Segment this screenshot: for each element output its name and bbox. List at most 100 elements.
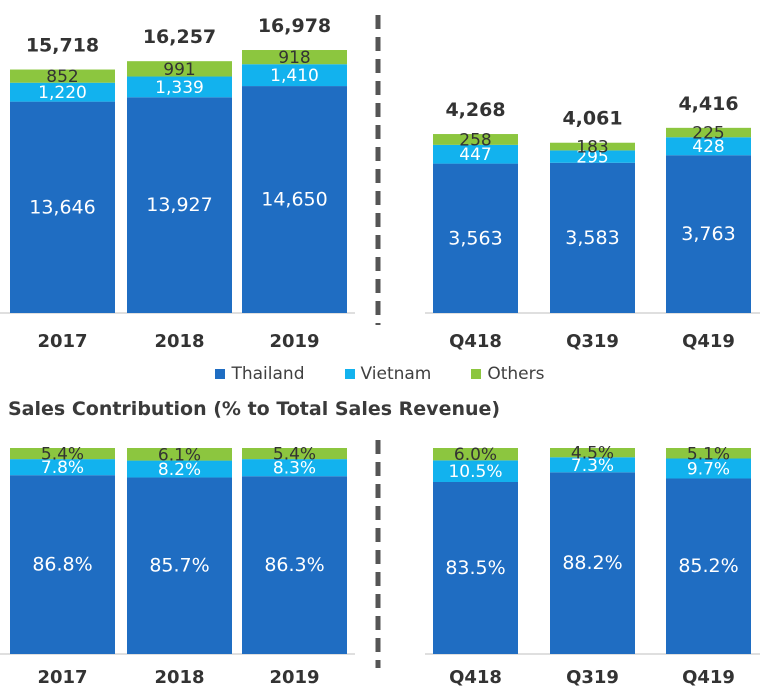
bar-thailand-2017 [10, 101, 115, 313]
category-label-2019: 2019 [269, 331, 319, 352]
bar-vietnam-q418 [433, 460, 518, 482]
bar-others-q319 [550, 142, 635, 151]
data-label-vietnam-q418: 447 [459, 145, 491, 165]
data-label-thailand-2019: 14,650 [261, 189, 327, 211]
bar-others-2019 [242, 50, 347, 65]
data-label-thailand-q418: 3,563 [448, 227, 502, 249]
bar-others-2017 [10, 448, 115, 460]
data-label-others-2018: 6.1% [158, 445, 201, 465]
bar-others-q418 [433, 448, 518, 461]
bar-thailand-2018 [127, 97, 232, 313]
bar-vietnam-2017 [10, 82, 115, 102]
data-label-thailand-2019: 86.3% [264, 554, 324, 576]
bar-thailand-q319 [550, 162, 635, 313]
data-label-others-q319: 183 [576, 138, 608, 158]
category-label-q419: Q419 [682, 331, 735, 352]
data-label-others-q419: 5.1% [687, 444, 730, 464]
bar-others-2017 [10, 69, 115, 83]
bar-others-q319 [550, 448, 635, 458]
bar-vietnam-q419 [666, 137, 751, 156]
data-label-others-q418: 258 [459, 130, 491, 150]
bar-vietnam-q418 [433, 144, 518, 164]
category-label-q418: Q418 [449, 331, 502, 352]
data-label-vietnam-2018: 8.2% [158, 460, 201, 480]
bar-thailand-q418 [433, 163, 518, 313]
chart-panel-4: 83.5% 10.5%6.0% Q418 88.2% 7.3%4.5% Q319 85.2%… [425, 444, 760, 688]
total-label-q319: 4,061 [562, 108, 622, 130]
data-label-vietnam-2017: 1,220 [38, 83, 87, 103]
data-label-thailand-2018: 13,927 [146, 194, 212, 216]
data-label-vietnam-q419: 9.7% [687, 459, 730, 479]
data-label-thailand-q418: 83.5% [445, 557, 505, 579]
data-label-thailand-q419: 85.2% [678, 555, 738, 577]
legend-item-thailand: Thailand [215, 364, 305, 384]
legend-item-vietnam: Vietnam [344, 364, 432, 384]
data-label-vietnam-q319: 295 [576, 148, 608, 168]
bar-thailand-q419 [666, 155, 751, 313]
data-label-vietnam-2019: 8.3% [273, 459, 316, 479]
total-label-q419: 4,416 [678, 93, 738, 115]
section-title: Sales Contribution (% to Total Sales Rev… [8, 398, 501, 420]
data-label-others-q319: 4.5% [571, 444, 614, 464]
bar-thailand-q418 [433, 481, 518, 654]
data-label-vietnam-q319: 7.3% [571, 456, 614, 476]
bar-thailand-q419 [666, 478, 751, 654]
bar-vietnam-2017 [10, 459, 115, 476]
bar-thailand-2019 [242, 86, 347, 313]
bar-others-2018 [127, 448, 232, 461]
bar-vietnam-2019 [242, 64, 347, 87]
data-label-thailand-q319: 88.2% [562, 552, 622, 574]
category-label-2019: 2019 [269, 667, 319, 688]
chart-legend: Thailand Vietnam Others [0, 364, 760, 384]
legend-swatch-vietnam [344, 369, 355, 379]
data-label-thailand-2018: 85.7% [149, 555, 209, 577]
data-label-others-q419: 225 [692, 124, 724, 144]
category-label-2018: 2018 [154, 331, 204, 352]
legend-label-vietnam: Vietnam [360, 364, 432, 384]
category-label-2018: 2018 [154, 667, 204, 688]
bar-others-2018 [127, 61, 232, 77]
bar-others-q419 [666, 127, 751, 138]
data-label-vietnam-2018: 1,339 [155, 78, 204, 98]
data-label-others-2019: 5.4% [273, 445, 316, 465]
category-label-q319: Q319 [566, 331, 619, 352]
bar-vietnam-q419 [666, 458, 751, 479]
data-label-thailand-2017: 86.8% [32, 554, 92, 576]
bar-vietnam-2019 [242, 459, 347, 477]
total-label-q418: 4,268 [445, 99, 505, 121]
bar-vietnam-q319 [550, 457, 635, 473]
legend-label-others: Others [487, 364, 545, 384]
legend-swatch-thailand [215, 369, 226, 379]
category-label-q418: Q418 [449, 667, 502, 688]
legend-label-thailand: Thailand [231, 364, 305, 384]
total-label-2019: 16,978 [258, 15, 331, 37]
legend-item-others: Others [471, 364, 545, 384]
bar-others-q418 [433, 134, 518, 145]
bar-thailand-2018 [127, 477, 232, 654]
data-label-vietnam-q418: 10.5% [448, 462, 502, 482]
category-label-2017: 2017 [37, 331, 87, 352]
bar-thailand-2017 [10, 475, 115, 654]
total-label-2017: 15,718 [26, 35, 99, 57]
data-label-others-2018: 991 [163, 60, 195, 80]
bar-vietnam-2018 [127, 76, 232, 98]
data-label-vietnam-2017: 7.8% [41, 458, 84, 478]
bar-vietnam-q319 [550, 150, 635, 163]
bar-vietnam-2018 [127, 460, 232, 478]
bar-thailand-q319 [550, 472, 635, 654]
legend-swatch-others [471, 369, 482, 379]
total-label-2018: 16,257 [143, 26, 216, 48]
bar-others-2019 [242, 448, 347, 460]
data-label-thailand-q319: 3,583 [565, 227, 619, 249]
category-label-2017: 2017 [37, 667, 87, 688]
data-label-vietnam-q419: 428 [692, 137, 724, 157]
chart-panel-3: 86.8%7.8%5.4%201785.7%8.2%6.1%201886.3%8… [0, 445, 355, 688]
data-label-others-2017: 852 [46, 67, 78, 87]
category-label-q419: Q419 [682, 667, 735, 688]
bar-others-q419 [666, 448, 751, 459]
data-label-others-2017: 5.4% [41, 445, 84, 465]
data-label-others-q418: 6.0% [454, 445, 497, 465]
